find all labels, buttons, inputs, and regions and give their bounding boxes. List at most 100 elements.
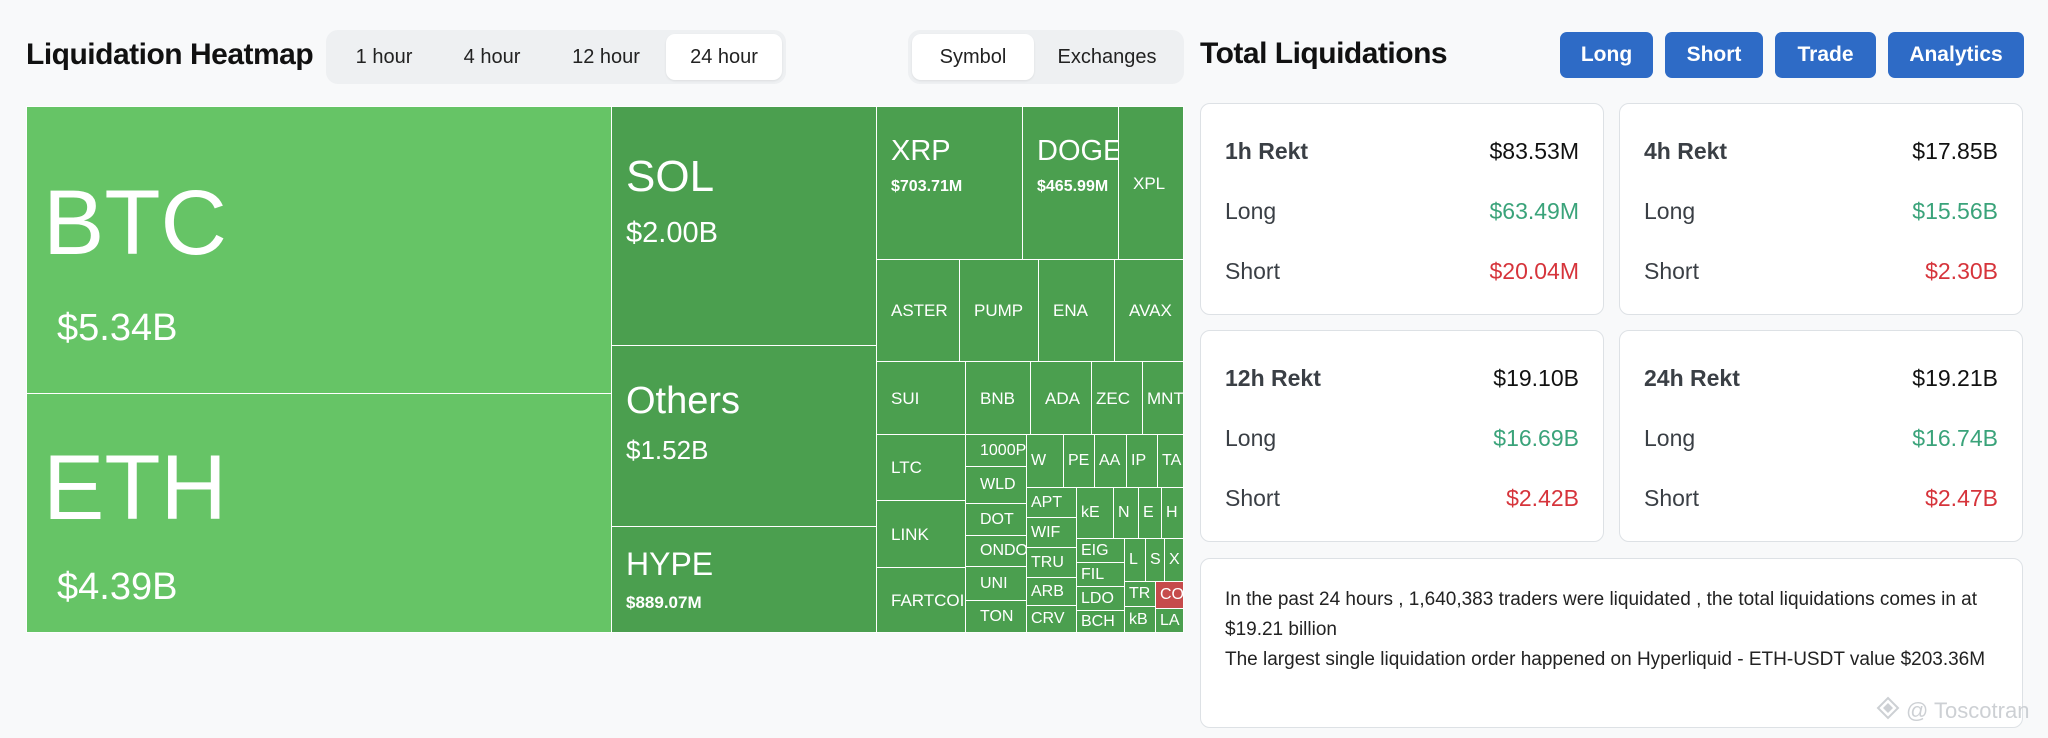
heatmap-tile-bch[interactable]: BCH [1076,610,1125,633]
card-total: $17.85B [1912,138,1998,164]
heatmap-tile-1000pepe[interactable]: 1000PEPE [965,434,1027,467]
short-button[interactable]: Short [1665,32,1763,78]
long-label: Long [1644,198,1696,224]
heatmap-tile-l[interactable]: L [1124,538,1146,582]
tile-symbol: ETH [43,437,227,539]
heatmap-tile-s[interactable]: S [1145,538,1165,582]
heatmap-tile-ena[interactable]: ENA [1038,259,1115,362]
heatmap-tile-link[interactable]: LINK [876,500,966,568]
heatmap-tile-eth[interactable]: ETH $4.39B [26,393,612,633]
heatmap-tile-fil[interactable]: FIL [1076,562,1125,587]
time-option-1h[interactable]: 1 hour [355,45,413,68]
tile-symbol: AA [1099,452,1121,469]
heatmap-tile-x[interactable]: X [1164,538,1184,582]
tile-symbol: SOL [626,152,715,201]
tile-symbol: DOGE [1037,135,1118,167]
card-label: 12h Rekt [1225,365,1321,391]
long-label: Long [1644,425,1696,451]
short-value: $2.30B [1925,258,1998,284]
card-total: $19.21B [1912,365,1998,391]
long-value: $63.49M [1489,198,1579,224]
heatmap-tile-apt[interactable]: APT [1026,487,1077,518]
tile-symbol: LDO [1081,590,1114,607]
heatmap-tile-aa[interactable]: AA [1094,434,1127,488]
heatmap-tile-eig[interactable]: EIG [1076,538,1125,563]
time-option-4h[interactable]: 4 hour [463,45,521,68]
heatmap-tile-dot[interactable]: DOT [965,503,1027,536]
heatmap-tile-xrp[interactable]: XRP $703.71M [876,106,1023,260]
long-label: Long [1225,198,1277,224]
long-button[interactable]: Long [1560,32,1653,78]
heatmap-tile-others[interactable]: Others $1.52B [611,345,877,527]
heatmap-tile-ip[interactable]: IP [1126,434,1158,488]
tile-symbol: ONDO [980,542,1026,559]
heatmap-tile-fartcoin[interactable]: FARTCOIN [876,567,966,633]
tile-symbol: E [1143,504,1154,521]
heatmap-tile-xpl[interactable]: XPL [1118,106,1184,260]
tile-symbol: kB [1129,611,1148,628]
tile-symbol: UNI [980,575,1008,592]
short-value: $20.04M [1489,258,1579,284]
short-label: Short [1644,258,1699,284]
view-option-symbol[interactable]: Symbol [912,34,1034,80]
heatmap-tile-sui[interactable]: SUI [876,361,966,435]
heatmap-tile-ta[interactable]: TA [1157,434,1184,488]
long-value: $16.74B [1912,425,1998,451]
tile-value: $703.71M [891,178,963,195]
heatmap-tile-doge[interactable]: DOGE $465.99M [1022,106,1119,260]
time-option-24h[interactable]: 24 hour [666,34,782,80]
card-label: 1h Rekt [1225,138,1309,164]
heatmap-tile-ada[interactable]: ADA [1030,361,1092,435]
heatmap-tile-w[interactable]: W [1026,434,1064,488]
heatmap-tile-crv[interactable]: CRV [1026,605,1077,633]
heatmap-tile-btc[interactable]: BTC $5.34B [26,106,612,394]
heatmap-tile-wif[interactable]: WIF [1026,517,1077,548]
tile-symbol: XRP [891,135,951,167]
heatmap-tile-ke[interactable]: kE [1076,487,1114,539]
time-option-12h[interactable]: 12 hour [572,45,640,68]
heatmap-tile-tr[interactable]: TR [1124,581,1156,607]
heatmap-tile-e[interactable]: E [1138,487,1162,539]
heatmap-tile-mnt[interactable]: MNT [1142,361,1184,435]
heatmap-tile-n[interactable]: N [1113,487,1139,539]
heatmap-tile-zec[interactable]: ZEC [1091,361,1143,435]
heatmap-tile-ondo[interactable]: ONDO [965,535,1027,567]
heatmap-tile-sol[interactable]: SOL $2.00B [611,106,877,346]
heatmap-tile-h[interactable]: H [1161,487,1184,539]
heatmap-tile-ton[interactable]: TON [965,600,1027,633]
heatmap-tile-kb[interactable]: kB [1124,606,1156,633]
analytics-button[interactable]: Analytics [1888,32,2024,78]
tile-symbol: Others [626,380,741,422]
tile-symbol: BTC [43,172,227,274]
tile-symbol: TRU [1031,554,1064,571]
summary-line-1: In the past 24 hours , 1,640,383 traders… [1225,589,1978,640]
heatmap-tile-bnb[interactable]: BNB [965,361,1031,435]
tile-symbol: XPL [1133,174,1166,193]
heatmap-tile-uni[interactable]: UNI [965,566,1027,601]
watermark: @ Toscotran [1876,696,2029,726]
heatmap-tile-aster[interactable]: ASTER [876,259,960,362]
heatmap-tile-avax[interactable]: AVAX [1114,259,1184,362]
heatmap-title: Liquidation Heatmap [26,38,314,71]
short-label: Short [1225,485,1280,511]
heatmap-tile-pump[interactable]: PUMP [959,259,1039,362]
heatmap-tile-ldo[interactable]: LDO [1076,586,1125,611]
heatmap-tile-arb[interactable]: ARB [1026,577,1077,606]
rekt-card-4h: 4h Rekt $17.85B Long $15.56B Short $2.30B [1619,103,2023,315]
heatmap-tile-tru[interactable]: TRU [1026,547,1077,578]
heatmap-tile-wld[interactable]: WLD [965,466,1027,504]
heatmap-tile-ltc[interactable]: LTC [876,434,966,501]
tile-symbol: ZEC [1096,389,1130,408]
tile-symbol: PUMP [974,301,1024,320]
trade-button[interactable]: Trade [1775,32,1876,78]
heatmap-tile-pe[interactable]: PE [1063,434,1095,488]
rekt-card-1h: 1h Rekt $83.53M Long $63.49M Short $20.04M [1200,103,1604,315]
tile-symbol: L [1129,551,1138,568]
tile-symbol: TR [1129,585,1151,602]
heatmap-tile-co[interactable]: CO [1155,581,1184,609]
heatmap-tile-la[interactable]: LA [1155,608,1184,633]
tile-symbol: LINK [891,525,929,544]
tile-symbol: H [1166,504,1178,521]
heatmap-tile-hype[interactable]: HYPE $889.07M [611,526,877,633]
view-option-exchanges[interactable]: Exchanges [1057,45,1157,68]
